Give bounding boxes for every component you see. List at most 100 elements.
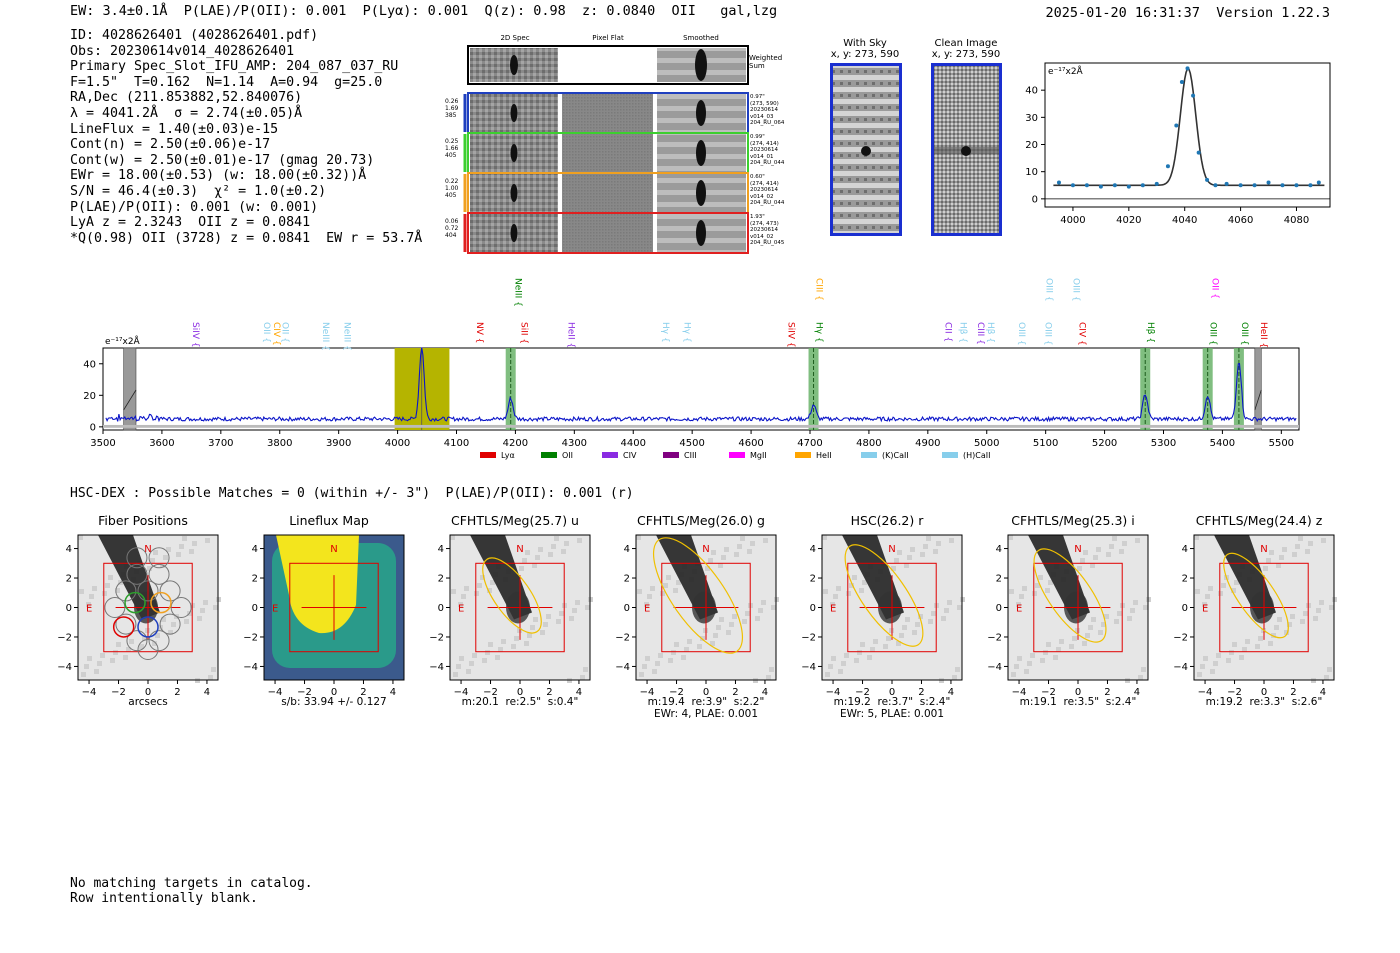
cutout-ytick-label: 4 [438,544,444,555]
row-stats: 0.25 1.66 405 [445,138,459,159]
cutout-ytick-label: −4 [429,662,444,673]
cutout-ytick-label: 4 [252,544,258,555]
noise-pixel [564,541,569,546]
noise-pixel [710,641,715,646]
spectrum-xtick-label: 5500 [1269,438,1294,449]
search-box [1033,562,1123,653]
spectrum-xtick-label: 3900 [326,438,351,449]
fit-xtick-label: 4080 [1284,215,1309,226]
noise-pixel [1127,616,1132,621]
noise-pixel [1287,622,1292,627]
imaging-panel-title: Lineflux Map [289,513,369,528]
line-band [1202,348,1213,430]
noise-pixel [1255,644,1260,649]
header-timestamp-version: 2025-01-20 16:31:37 Version 1.22.3 [1045,5,1330,21]
noise-pixel [514,636,519,641]
noise-pixel [915,622,920,627]
noise-pixel [466,669,471,674]
hsc-dex-summary: HSC-DEX : Possible Matches = 0 (within +… [70,486,634,501]
noise-pixel [519,566,524,571]
line-fit-plot: 4000 4020 4040 4060 4080 0 10 20 30 40 e⁻¹⁷x2Å [1025,62,1331,226]
line-id-label: OIII { [1043,322,1053,346]
cutout-xtick-label: 0 [1261,687,1267,698]
imaging-panel-title: HSC(26.2) r [850,513,924,528]
imaging-panel: Fiber Positions N E −4 −4 −2 −2 0 0 2 2 4 4 arcsecs [40,510,230,725]
legend-swatch [480,452,496,458]
line-id-label: OIII { [1239,322,1249,346]
cutout-ytick-label: −2 [1173,632,1188,643]
noise-pixel [559,611,564,616]
noise-pixel [575,600,580,605]
fiber-circle [159,613,181,635]
line-band [808,348,819,430]
noise-pixel [487,588,492,593]
noise-pixel [532,563,537,568]
noise-pixel [495,655,500,660]
noise-pixel [718,563,723,568]
line-id-label: NeIII { [320,322,330,351]
cutout-xtick-label: 4 [390,687,396,698]
noise-pixel [918,614,923,619]
noise-pixel [1109,544,1114,549]
line-id-label: NV { [474,322,484,343]
noise-pixel [719,617,724,622]
cutout-ytick-label: 0 [66,603,72,614]
search-box [103,562,193,653]
noise-pixel [745,611,750,616]
catalog-footer: No matching targets in catalog. Row inte… [70,876,313,906]
noise-pixel [556,619,561,624]
line-id-label: NeIII { [512,278,522,307]
noise-pixel [100,653,105,658]
noise-pixel [666,575,671,580]
noise-pixel [469,661,474,666]
info-line: F=1.5" T=0.162 N=1.14 A=0.94 g=25.0 [70,74,383,90]
fit-ellipse [1033,548,1107,643]
noise-pixel [1279,555,1284,560]
noise-pixel [860,642,865,647]
lineflux-core [276,535,359,634]
noise-pixel [828,664,833,669]
noise-pixel [655,661,660,666]
noise-pixel [123,655,128,660]
noise-pixel [944,608,949,613]
cutout-ytick-label: 2 [810,574,816,585]
fit-unit-label: e⁻¹⁷x2Å [1048,65,1084,77]
noise-pixel [105,583,110,588]
legend-label: HeII [816,451,832,460]
cutout-xtick-label: −4 [640,687,655,698]
fit-data-point [1056,180,1061,185]
imaging-panel-caption: m:19.4 re:3.9" s:2.2" EWr: 4, PLAE: 0.00… [647,696,765,720]
row-stats: 0.26 1.69 385 [445,98,459,119]
noise-pixel [113,650,118,655]
noise-pixel [650,586,655,591]
cutout-xtick-label: 0 [889,687,895,698]
cutout-ytick-label: 0 [1182,603,1188,614]
cutout-flat [562,94,653,132]
noise-pixel [538,547,543,552]
legend-swatch [729,452,745,458]
masked-region [123,347,137,431]
noise-pixel [896,641,901,646]
line-id-label: CII { [943,322,953,342]
cutout-ytick-label: 2 [438,574,444,585]
cutout-ytick-label: −2 [57,632,72,643]
noise-pixel [852,575,857,580]
noise-pixel [1090,563,1095,568]
noise-pixel [857,650,862,655]
noise-pixel [1277,617,1282,622]
noise-pixel [115,588,120,593]
noise-pixel [1245,639,1250,644]
spectrum-xtick-label: 3500 [90,438,115,449]
noise-pixel [1024,669,1029,674]
line-id-label: OIII { [1070,278,1080,302]
noise-pixel [883,644,888,649]
east-label: E [1016,604,1022,615]
noise-pixel [823,589,828,594]
noise-pixel [912,630,917,635]
noise-pixel [208,675,213,680]
cutout-ytick-label: −4 [987,662,1002,673]
noise-pixel [726,630,731,635]
noise-pixel [936,541,941,546]
noise-pixel [1085,633,1090,638]
cutout-ytick-label: −2 [801,632,816,643]
